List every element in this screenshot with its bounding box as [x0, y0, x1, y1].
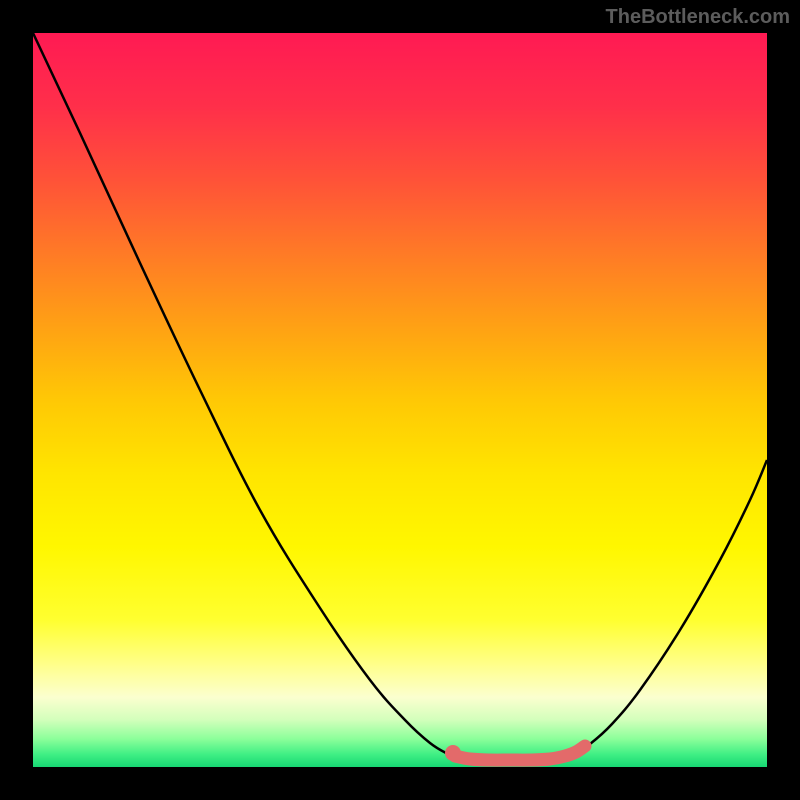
watermark-text: TheBottleneck.com	[606, 6, 790, 29]
plot-background	[33, 33, 767, 767]
chart-container: { "watermark": { "text": "TheBottleneck.…	[0, 0, 800, 800]
accent-marker	[445, 745, 461, 761]
chart-svg	[0, 0, 800, 800]
